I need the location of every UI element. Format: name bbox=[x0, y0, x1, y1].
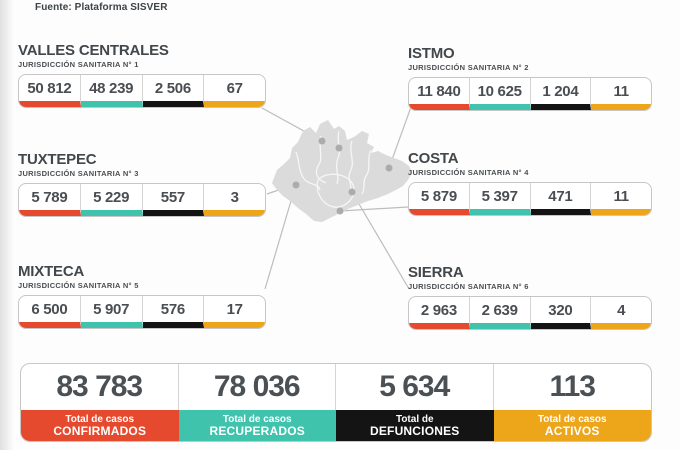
confirmed-count: 11 840 bbox=[409, 78, 470, 110]
jurisdiction-block-tuxtepec: TUXTEPEC JURISDICCIÓN SANITARIA N° 3 5 7… bbox=[18, 152, 266, 217]
jurisdiction-title: COSTA bbox=[408, 150, 459, 167]
active-count: 67 bbox=[204, 75, 265, 107]
oaxaca-state-shape bbox=[272, 120, 412, 222]
deaths-count: 2 506 bbox=[142, 75, 205, 107]
map-markers bbox=[292, 137, 393, 215]
total-recovered-label: Total de casos RECUPERADOS bbox=[178, 410, 336, 441]
jurisdiction-title: ISTMO bbox=[408, 45, 455, 62]
deaths-count: 1 204 bbox=[530, 78, 592, 110]
marker-costa bbox=[336, 207, 344, 215]
marker-sierra bbox=[348, 188, 356, 196]
confirmed-count: 2 963 bbox=[409, 297, 470, 329]
jurisdiction-stats-card: 50 812 48 239 2 506 67 bbox=[18, 74, 266, 108]
recovered-count: 5 907 bbox=[80, 296, 143, 328]
recovered-count: 48 239 bbox=[80, 75, 143, 107]
recovered-count: 2 639 bbox=[469, 297, 531, 329]
marker-tuxtepec bbox=[335, 144, 343, 152]
jurisdiction-subtitle: JURISDICCIÓN SANITARIA N° 2 bbox=[408, 63, 529, 72]
connector-sierra bbox=[351, 191, 410, 290]
total-recovered-value: 78 036 bbox=[179, 364, 336, 410]
marker-valles-centrales bbox=[318, 137, 326, 145]
jurisdiction-subtitle: JURISDICCIÓN SANITARIA N° 3 bbox=[18, 169, 139, 178]
jurisdiction-title: SIERRA bbox=[408, 264, 464, 281]
jurisdiction-block-mixteca: MIXTECA JURISDICCIÓN SANITARIA N° 5 6 50… bbox=[18, 264, 266, 329]
jurisdiction-title: MIXTECA bbox=[18, 263, 85, 280]
total-active-cell: 113 Total de casos ACTIVOS bbox=[493, 364, 651, 441]
jurisdiction-subtitle: JURISDICCIÓN SANITARIA N° 5 bbox=[18, 281, 139, 290]
marker-mixteca bbox=[292, 181, 300, 189]
deaths-count: 557 bbox=[142, 184, 205, 216]
confirmed-count: 6 500 bbox=[19, 296, 81, 328]
data-source: Fuente: Plataforma SISVER bbox=[35, 2, 168, 13]
active-count: 3 bbox=[204, 184, 265, 216]
recovered-count: 10 625 bbox=[469, 78, 531, 110]
jurisdiction-block-istmo: ISTMO JURISDICCIÓN SANITARIA N° 2 11 840… bbox=[408, 46, 652, 111]
state-totals-card: 83 783 Total de casos CONFIRMADOS 78 036… bbox=[20, 363, 652, 442]
confirmed-count: 50 812 bbox=[19, 75, 81, 107]
jurisdiction-block-costa: COSTA JURISDICCIÓN SANITARIA N° 4 5 879 … bbox=[408, 151, 652, 216]
total-deaths-value: 5 634 bbox=[336, 364, 494, 410]
recovered-count: 5 397 bbox=[469, 183, 531, 215]
total-recovered-cell: 78 036 Total de casos RECUPERADOS bbox=[178, 364, 336, 441]
connector-costa bbox=[339, 206, 409, 212]
jurisdiction-stats-card: 11 840 10 625 1 204 11 bbox=[408, 77, 652, 111]
report-date: Fecha: 12/12/2020 bbox=[35, 0, 120, 2]
deaths-count: 576 bbox=[142, 296, 205, 328]
recovered-count: 5 229 bbox=[80, 184, 143, 216]
jurisdiction-stats-card: 5 789 5 229 557 3 bbox=[18, 183, 266, 217]
total-confirmed-cell: 83 783 Total de casos CONFIRMADOS bbox=[21, 364, 179, 441]
total-confirmed-value: 83 783 bbox=[21, 364, 179, 410]
jurisdiction-subtitle: JURISDICCIÓN SANITARIA N° 1 bbox=[18, 60, 139, 69]
jurisdiction-stats-card: 5 879 5 397 471 11 bbox=[408, 182, 652, 216]
jurisdiction-block-sierra: SIERRA JURISDICCIÓN SANITARIA N° 6 2 963… bbox=[408, 265, 652, 330]
jurisdiction-title: TUXTEPEC bbox=[18, 151, 97, 168]
active-count: 17 bbox=[204, 296, 265, 328]
active-count: 4 bbox=[591, 297, 651, 329]
jurisdiction-stats-card: 2 963 2 639 320 4 bbox=[408, 296, 652, 330]
jurisdiction-borders bbox=[295, 130, 372, 208]
deaths-count: 320 bbox=[530, 297, 592, 329]
marker-istmo bbox=[385, 164, 393, 172]
total-active-value: 113 bbox=[549, 370, 596, 403]
total-active-label: Total de casos ACTIVOS bbox=[493, 410, 651, 441]
confirmed-count: 5 789 bbox=[19, 184, 81, 216]
total-deaths-label: Total de DEFUNCIONES bbox=[336, 410, 494, 441]
jurisdiction-stats-card: 6 500 5 907 576 17 bbox=[18, 295, 266, 329]
deaths-count: 471 bbox=[530, 183, 592, 215]
total-deaths-cell: 5 634 Total de DEFUNCIONES bbox=[336, 364, 494, 441]
jurisdiction-title: VALLES CENTRALES bbox=[18, 42, 169, 59]
jurisdiction-subtitle: JURISDICCIÓN SANITARIA N° 4 bbox=[408, 168, 529, 177]
total-confirmed-label: Total de casos CONFIRMADOS bbox=[21, 410, 179, 441]
active-count: 11 bbox=[591, 78, 651, 110]
jurisdiction-block-valles-centrales: VALLES CENTRALES JURISDICCIÓN SANITARIA … bbox=[18, 43, 266, 108]
confirmed-count: 5 879 bbox=[409, 183, 470, 215]
active-count: 11 bbox=[591, 183, 651, 215]
jurisdiction-subtitle: JURISDICCIÓN SANITARIA N° 6 bbox=[408, 282, 529, 291]
